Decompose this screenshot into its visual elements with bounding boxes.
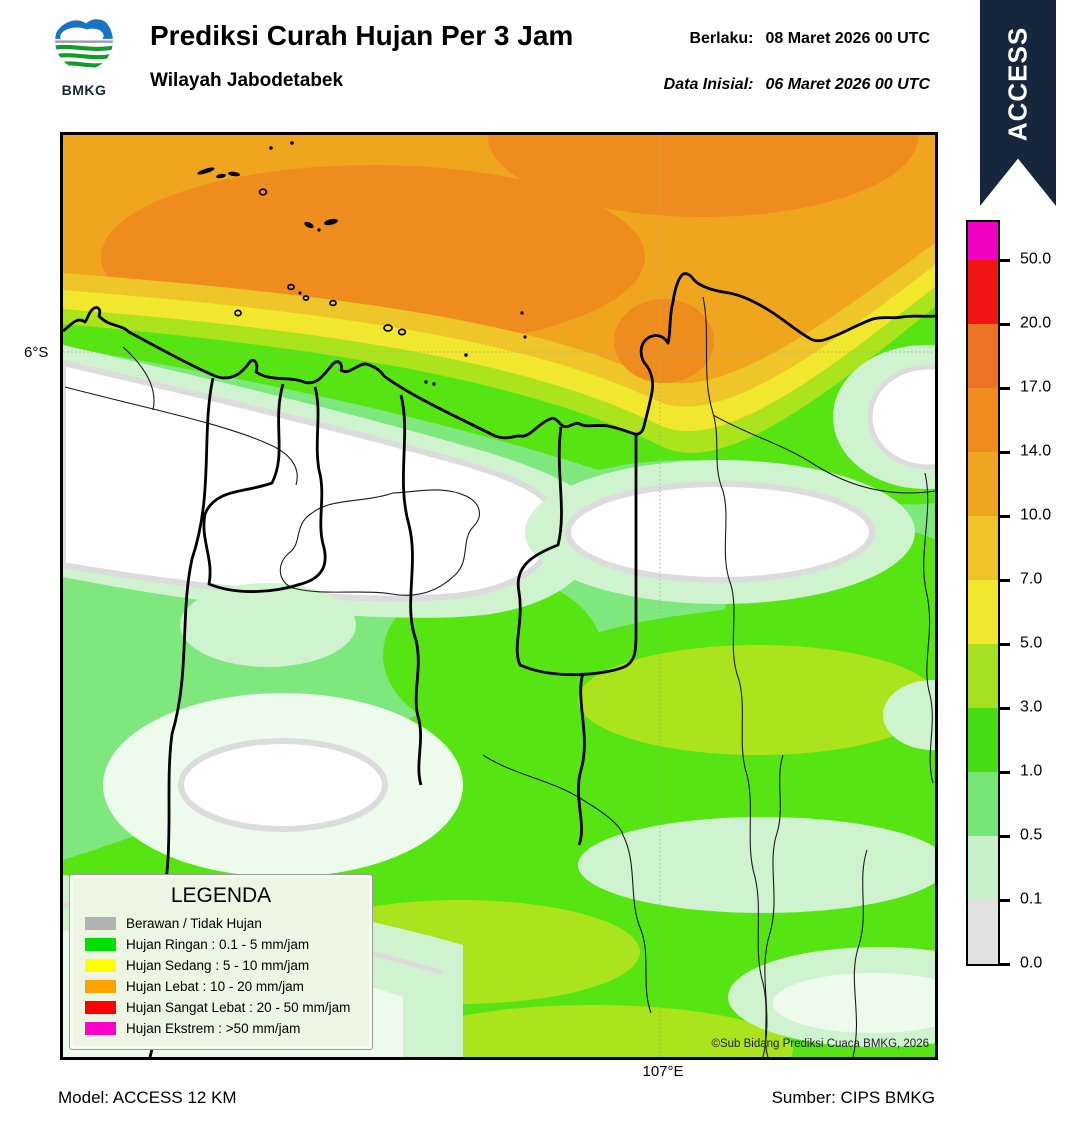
colorbar-tick-label: 1.0: [1020, 762, 1043, 780]
legend-box: LEGENDA Berawan / Tidak Hujan Hujan Ring…: [69, 874, 373, 1050]
colorbar-segment: [968, 452, 998, 516]
colorbar-segments: [968, 222, 998, 964]
colorbar-segment: [968, 516, 998, 580]
colorbar-ticks: 50.0 20.0 17.0 14.0 10.0 7.0 5.0 3.0 1.0 0.5 0.1 0.…: [998, 222, 1072, 972]
legend-swatch: [85, 959, 116, 972]
map-copyright: ©Sub Bidang Prediksi Cuaca BMKG, 2026: [711, 1038, 929, 1050]
colorbar-segment: [968, 222, 998, 260]
legend-swatch: [85, 1022, 116, 1035]
legend-item-label: Hujan Sedang : 5 - 10 mm/jam: [126, 958, 310, 973]
legend-item: Berawan / Tidak Hujan: [85, 914, 369, 933]
init-time-label: Data Inisial:: [663, 76, 754, 93]
colorbar-tick-mark: [998, 835, 1010, 838]
legend-rows: Berawan / Tidak Hujan Hujan Ringan : 0.1…: [73, 914, 369, 1038]
legend-item: Hujan Sedang : 5 - 10 mm/jam: [85, 956, 369, 975]
model-label: Model: ACCESS 12 KM: [58, 1088, 237, 1107]
colorbar-segment: [968, 260, 998, 324]
legend-item: Hujan Sangat Lebat : 20 - 50 mm/jam: [85, 998, 369, 1017]
legend-item-label: Hujan Lebat : 10 - 20 mm/jam: [126, 979, 304, 994]
init-time-value: 06 Maret 2026 00 UTC: [765, 76, 930, 93]
legend-swatch: [85, 1001, 116, 1014]
coastline: [63, 272, 935, 440]
bmkg-logo-label: BMKG: [61, 82, 107, 98]
colorbar-tick-mark: [998, 771, 1010, 774]
legend-title: LEGENDA: [170, 884, 272, 907]
rainfall-map: ©Sub Bidang Prediksi Cuaca BMKG, 2026 LE…: [60, 132, 938, 1060]
legend-swatch: [85, 980, 116, 993]
colorbar-segment: [968, 836, 998, 900]
colorbar-tick-label: 20.0: [1020, 314, 1052, 332]
access-ribbon: ACCESS: [980, 0, 1056, 206]
legend-item-label: Hujan Sangat Lebat : 20 - 50 mm/jam: [126, 1000, 351, 1015]
access-ribbon-label: ACCESS: [1002, 26, 1033, 142]
page-title: Prediksi Curah Hujan Per 3 Jam: [150, 20, 574, 51]
colorbar-tick-label: 50.0: [1020, 250, 1052, 268]
valid-time: Berlaku: 08 Maret 2026 00 UTC: [689, 30, 930, 48]
valid-time-value: 08 Maret 2026 00 UTC: [765, 30, 930, 47]
legend-item-label: Hujan Ekstrem : >50 mm/jam: [126, 1021, 301, 1036]
colorbar-tick-label: 0.5: [1020, 826, 1043, 844]
colorbar-segment: [968, 900, 998, 964]
legend-swatch: [85, 917, 116, 930]
legend-item: Hujan Ringan : 0.1 - 5 mm/jam: [85, 935, 369, 954]
colorbar-segment: [968, 644, 998, 708]
colorbar-tick-mark: [998, 899, 1010, 902]
legend-swatch: [85, 938, 116, 951]
colorbar-tick-mark: [998, 515, 1010, 518]
admin-boundaries: [64, 296, 935, 1057]
colorbar-tick-mark: [998, 707, 1010, 710]
colorbar-tick-mark: [998, 963, 1010, 966]
rainfall-contour-canvas: ©Sub Bidang Prediksi Cuaca BMKG, 2026: [63, 135, 935, 1057]
lon-axis-label: 107°E: [642, 1063, 684, 1080]
init-time: Data Inisial: 06 Maret 2026 00 UTC: [664, 76, 930, 94]
colorbar-tick-mark: [998, 323, 1010, 326]
colorbar-tick-label: 5.0: [1020, 634, 1043, 652]
colorbar-segment: [968, 388, 998, 452]
colorbar-tick-label: 17.0: [1020, 378, 1052, 396]
colorbar-tick-mark: [998, 579, 1010, 582]
colorbar-segment: [968, 580, 998, 644]
colorbar: [966, 220, 1000, 966]
island-outlines: [234, 188, 407, 336]
valid-time-label: Berlaku:: [689, 30, 754, 47]
colorbar-tick-label: 0.1: [1020, 890, 1043, 908]
colorbar-tick-label: 0.0: [1020, 954, 1043, 972]
colorbar-tick-label: 14.0: [1020, 442, 1052, 460]
graticule: [63, 135, 935, 1057]
legend-item-label: Berawan / Tidak Hujan: [126, 916, 262, 931]
colorbar-tick-mark: [998, 451, 1010, 454]
bmkg-logo-icon: [55, 12, 113, 70]
legend-item: Hujan Lebat : 10 - 20 mm/jam: [85, 977, 369, 996]
colorbar-tick-mark: [998, 643, 1010, 646]
islands: [197, 141, 527, 386]
legend-item: Hujan Ekstrem : >50 mm/jam: [85, 1019, 369, 1038]
source-label: Sumber: CIPS BMKG: [771, 1088, 935, 1107]
colorbar-tick-mark: [998, 259, 1010, 262]
bmkg-logo: BMKG: [48, 10, 120, 98]
lat-axis-label: 6°S: [24, 344, 49, 361]
colorbar-tick-mark: [998, 387, 1010, 390]
colorbar-tick-label: 7.0: [1020, 570, 1043, 588]
legend-item-label: Hujan Ringan : 0.1 - 5 mm/jam: [126, 937, 310, 952]
colorbar-tick-label: 10.0: [1020, 506, 1052, 524]
page-subtitle: Wilayah Jabodetabek: [150, 70, 344, 91]
colorbar-segment: [968, 772, 998, 836]
colorbar-segment: [968, 324, 998, 388]
colorbar-tick-label: 3.0: [1020, 698, 1043, 716]
colorbar-segment: [968, 708, 998, 772]
